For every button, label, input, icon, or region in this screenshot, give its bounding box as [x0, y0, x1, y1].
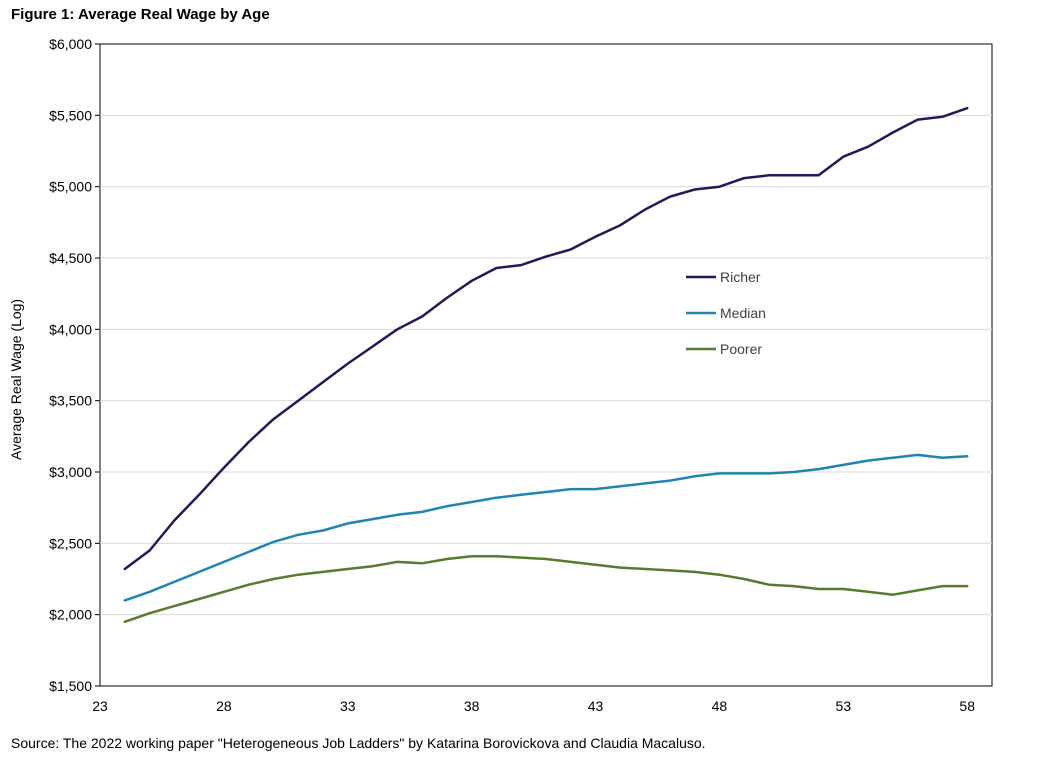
legend-label-richer: Richer	[720, 269, 761, 285]
series-line-richer	[123, 106, 969, 571]
x-tick-label: 23	[92, 698, 108, 714]
legend-label-poorer: Poorer	[720, 341, 762, 357]
series-lines	[123, 106, 969, 624]
y-tick-label: $6,000	[49, 36, 92, 52]
x-tick-label: 33	[340, 698, 356, 714]
y-tick-label: $4,000	[49, 321, 92, 337]
x-tick-label: 48	[712, 698, 728, 714]
y-tick-label: $3,000	[49, 464, 92, 480]
x-tick-label: 43	[588, 698, 604, 714]
gridlines	[100, 114, 992, 616]
x-tick-label: 38	[464, 698, 480, 714]
y-tick-label: $5,000	[49, 179, 92, 195]
plot-area-frame	[99, 43, 993, 687]
chart-title: Figure 1: Average Real Wage by Age	[11, 6, 270, 23]
series-line-poorer	[123, 554, 969, 624]
y-tick-label: $5,500	[49, 107, 92, 123]
x-axis-ticks: 23 28 33 38 43 48 53 58	[92, 698, 975, 714]
series-line-median	[123, 453, 969, 602]
x-tick-label: 58	[959, 698, 975, 714]
y-tick-label: $2,500	[49, 535, 92, 551]
y-axis-ticks: $1,500 $2,000 $2,500 $3,000 $3,500 $4,000 $4,5…	[49, 36, 100, 694]
y-tick-label: $2,000	[49, 607, 92, 623]
legend: Richer Median Poorer	[686, 269, 766, 357]
y-tick-label: $3,500	[49, 393, 92, 409]
source-note: Source: The 2022 working paper "Heteroge…	[11, 735, 706, 751]
y-tick-label: $4,500	[49, 250, 92, 266]
y-tick-label: $1,500	[49, 678, 92, 694]
legend-label-median: Median	[720, 305, 766, 321]
x-tick-label: 28	[216, 698, 232, 714]
x-tick-label: 53	[836, 698, 852, 714]
